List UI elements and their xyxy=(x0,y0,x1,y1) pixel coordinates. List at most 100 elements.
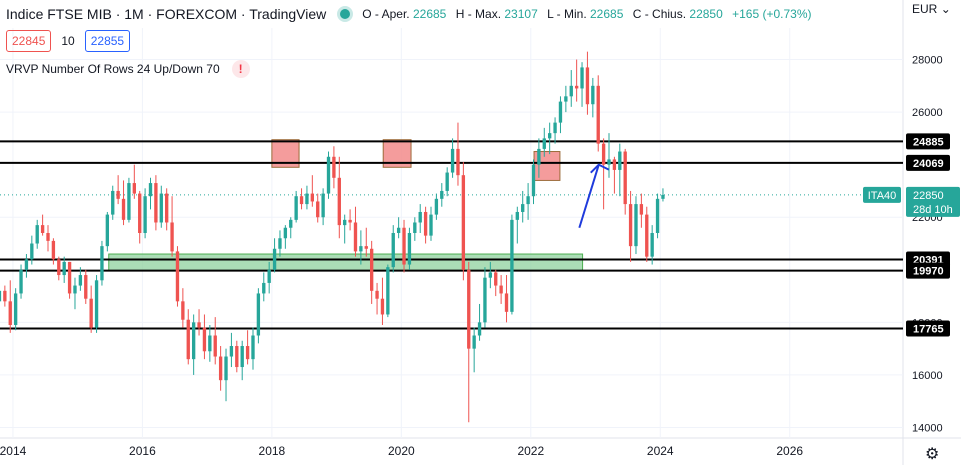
candle-body[interactable] xyxy=(143,196,147,233)
candle-body[interactable] xyxy=(623,151,627,205)
indicator-legend[interactable]: VRVP Number Of Rows 24 Up/Down 70 ! xyxy=(6,60,250,78)
candle-body[interactable] xyxy=(256,293,261,336)
candle-body[interactable] xyxy=(429,214,433,236)
candle-body[interactable] xyxy=(267,269,271,283)
warning-icon[interactable]: ! xyxy=(231,60,250,78)
candle-body[interactable] xyxy=(386,267,390,315)
candle-body[interactable] xyxy=(542,138,546,149)
candle-body[interactable] xyxy=(407,233,412,265)
candle-body[interactable] xyxy=(127,183,131,220)
candle-body[interactable] xyxy=(655,198,660,233)
candle-body[interactable] xyxy=(348,219,352,223)
candle-body[interactable] xyxy=(548,133,552,139)
candle-body[interactable] xyxy=(440,190,444,199)
candle-body[interactable] xyxy=(94,280,99,328)
candle-body[interactable] xyxy=(235,346,239,368)
candle-body[interactable] xyxy=(251,335,255,360)
candle-body[interactable] xyxy=(294,196,298,220)
candle-body[interactable] xyxy=(423,211,428,236)
candle-body[interactable] xyxy=(170,222,174,252)
candle-body[interactable] xyxy=(461,175,466,270)
candle-body[interactable] xyxy=(159,193,163,223)
trend-arrow[interactable] xyxy=(578,163,610,229)
candle-body[interactable] xyxy=(289,219,293,228)
candle-body[interactable] xyxy=(138,193,142,233)
candle-body[interactable] xyxy=(213,335,217,357)
candle-body[interactable] xyxy=(105,214,110,247)
candle-body[interactable] xyxy=(332,156,336,178)
candle-body[interactable] xyxy=(310,193,315,202)
candle-body[interactable] xyxy=(46,233,50,241)
candle-body[interactable] xyxy=(526,196,530,205)
candle-body[interactable] xyxy=(483,277,487,323)
buy-button[interactable]: 22855 xyxy=(84,30,131,52)
candle-body[interactable] xyxy=(148,183,153,197)
candle-body[interactable] xyxy=(218,356,223,381)
candle-body[interactable] xyxy=(359,246,363,252)
candle-body[interactable] xyxy=(353,222,358,252)
sell-button[interactable]: 22845 xyxy=(6,30,52,52)
candle-body[interactable] xyxy=(661,194,665,199)
candle-body[interactable] xyxy=(375,290,379,299)
candle-body[interactable] xyxy=(645,214,649,257)
candle-body[interactable] xyxy=(40,225,45,233)
candle-body[interactable] xyxy=(580,67,584,89)
gear-icon[interactable]: ⚙ xyxy=(925,446,940,463)
candle-body[interactable] xyxy=(229,346,234,357)
candle-body[interactable] xyxy=(165,193,169,223)
candle-body[interactable] xyxy=(628,204,633,247)
candle-body[interactable] xyxy=(73,285,77,294)
candle-body[interactable] xyxy=(369,248,374,291)
candlesticks[interactable] xyxy=(0,51,665,423)
candle-body[interactable] xyxy=(326,156,331,194)
candle-body[interactable] xyxy=(591,85,595,105)
candle-body[interactable] xyxy=(299,196,304,205)
candle-body[interactable] xyxy=(84,275,88,299)
candle-body[interactable] xyxy=(3,290,7,302)
candle-body[interactable] xyxy=(537,148,541,165)
candle-body[interactable] xyxy=(316,201,320,218)
candle-body[interactable] xyxy=(531,164,536,197)
candle-body[interactable] xyxy=(321,193,325,218)
candle-body[interactable] xyxy=(186,319,190,360)
candle-body[interactable] xyxy=(413,222,417,233)
candle-body[interactable] xyxy=(488,272,493,278)
candle-body[interactable] xyxy=(240,346,244,368)
candle-body[interactable] xyxy=(499,285,503,294)
candle-body[interactable] xyxy=(596,85,600,144)
candle-body[interactable] xyxy=(601,143,606,165)
candle-body[interactable] xyxy=(391,233,395,268)
candle-body[interactable] xyxy=(283,227,288,239)
candle-body[interactable] xyxy=(100,246,104,281)
candle-body[interactable] xyxy=(262,282,266,294)
candle-body[interactable] xyxy=(650,233,654,257)
candle-body[interactable] xyxy=(35,225,39,244)
candle-body[interactable] xyxy=(8,301,12,325)
candle-body[interactable] xyxy=(154,183,158,223)
candle-body[interactable] xyxy=(132,183,136,194)
candle-body[interactable] xyxy=(450,148,455,173)
candle-body[interactable] xyxy=(89,298,93,328)
candle-body[interactable] xyxy=(0,290,2,302)
candle-body[interactable] xyxy=(245,346,250,360)
candle-body[interactable] xyxy=(612,159,617,170)
arrow-shaft[interactable] xyxy=(578,164,600,229)
candle-body[interactable] xyxy=(380,298,385,315)
candle-body[interactable] xyxy=(197,322,201,328)
candle-body[interactable] xyxy=(272,248,277,270)
candle-body[interactable] xyxy=(13,293,18,325)
candle-body[interactable] xyxy=(396,227,401,233)
candle-body[interactable] xyxy=(639,204,644,215)
candle-body[interactable] xyxy=(19,269,23,294)
candle-body[interactable] xyxy=(434,198,439,215)
candle-body[interactable] xyxy=(569,85,573,97)
candle-body[interactable] xyxy=(67,261,72,294)
candle-body[interactable] xyxy=(521,204,525,212)
candle-body[interactable] xyxy=(121,198,126,220)
candle-body[interactable] xyxy=(364,246,368,249)
candle-body[interactable] xyxy=(515,211,519,220)
candle-body[interactable] xyxy=(574,85,579,89)
candle-body[interactable] xyxy=(585,67,590,105)
candle-body[interactable] xyxy=(116,190,120,199)
